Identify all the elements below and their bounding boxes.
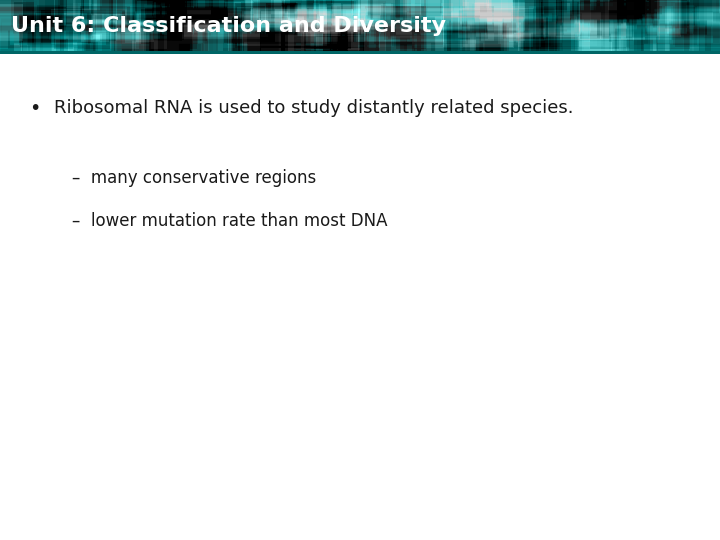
Text: –  lower mutation rate than most DNA: – lower mutation rate than most DNA — [72, 212, 387, 231]
Text: •: • — [29, 98, 40, 118]
Text: Unit 6: Classification and Diversity: Unit 6: Classification and Diversity — [11, 16, 446, 36]
Bar — [0, 51, 720, 54]
Text: Ribosomal RNA is used to study distantly related species.: Ribosomal RNA is used to study distantly… — [54, 99, 574, 117]
Text: –  many conservative regions: – many conservative regions — [72, 169, 316, 187]
